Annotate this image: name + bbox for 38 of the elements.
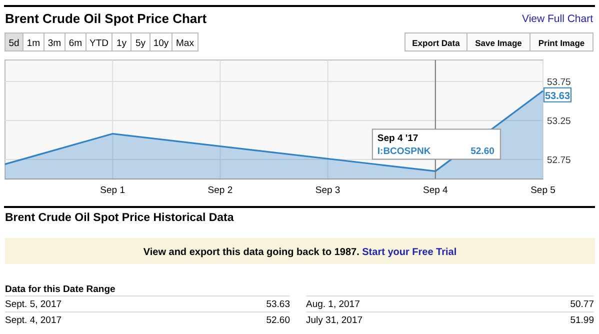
text: 3m bbox=[48, 38, 62, 49]
text: 51.99 bbox=[570, 315, 594, 326]
annotation: Sep 4 '17 bbox=[377, 133, 418, 144]
text: 5y bbox=[135, 38, 146, 49]
text: 53.63 bbox=[266, 299, 290, 310]
text: Sept. 5, 2017 bbox=[5, 299, 62, 310]
text: YTD bbox=[90, 38, 109, 49]
text: Sept. 4, 2017 bbox=[5, 315, 62, 326]
text: 6m bbox=[68, 38, 82, 49]
text: Data for this Date Range bbox=[5, 284, 116, 295]
x-tick-label: Sep 1 bbox=[100, 185, 126, 196]
y-tick-label: 53.75 bbox=[547, 77, 571, 88]
text: 52.60 bbox=[266, 315, 290, 326]
x-tick-label: Sep 4 bbox=[422, 185, 448, 196]
text: 50.77 bbox=[570, 299, 594, 310]
y-tick-label: 52.75 bbox=[547, 155, 571, 166]
text: 5d bbox=[8, 38, 20, 49]
text: Export Data bbox=[412, 38, 460, 48]
annotation: I:BCOSPNK bbox=[377, 146, 431, 158]
text: Save Image bbox=[475, 38, 522, 48]
chart-title: Brent Crude Oil Spot Price Chart bbox=[5, 11, 208, 26]
annotation: 52.60 bbox=[470, 146, 494, 158]
data-label: 53.63 bbox=[544, 90, 570, 102]
text: 10y bbox=[153, 38, 169, 49]
text: Start your Free Trial bbox=[362, 247, 457, 258]
text: View Full Chart bbox=[522, 13, 594, 25]
x-tick-label: Sep 3 bbox=[315, 185, 340, 196]
text: July 31, 2017 bbox=[306, 315, 363, 326]
text: View and export this data going back to 1987. bbox=[143, 247, 362, 258]
text: Print Image bbox=[538, 38, 585, 48]
text: 1y bbox=[116, 38, 127, 49]
text: 1m bbox=[26, 38, 40, 49]
text: Aug. 1, 2017 bbox=[306, 299, 360, 310]
y-tick-label: 53.25 bbox=[547, 116, 571, 127]
x-tick-label: Sep 5 bbox=[530, 185, 556, 196]
text: Brent Crude Oil Spot Price Historical Data bbox=[5, 212, 234, 224]
text: Max bbox=[176, 38, 194, 49]
x-tick-label: Sep 2 bbox=[208, 185, 233, 196]
